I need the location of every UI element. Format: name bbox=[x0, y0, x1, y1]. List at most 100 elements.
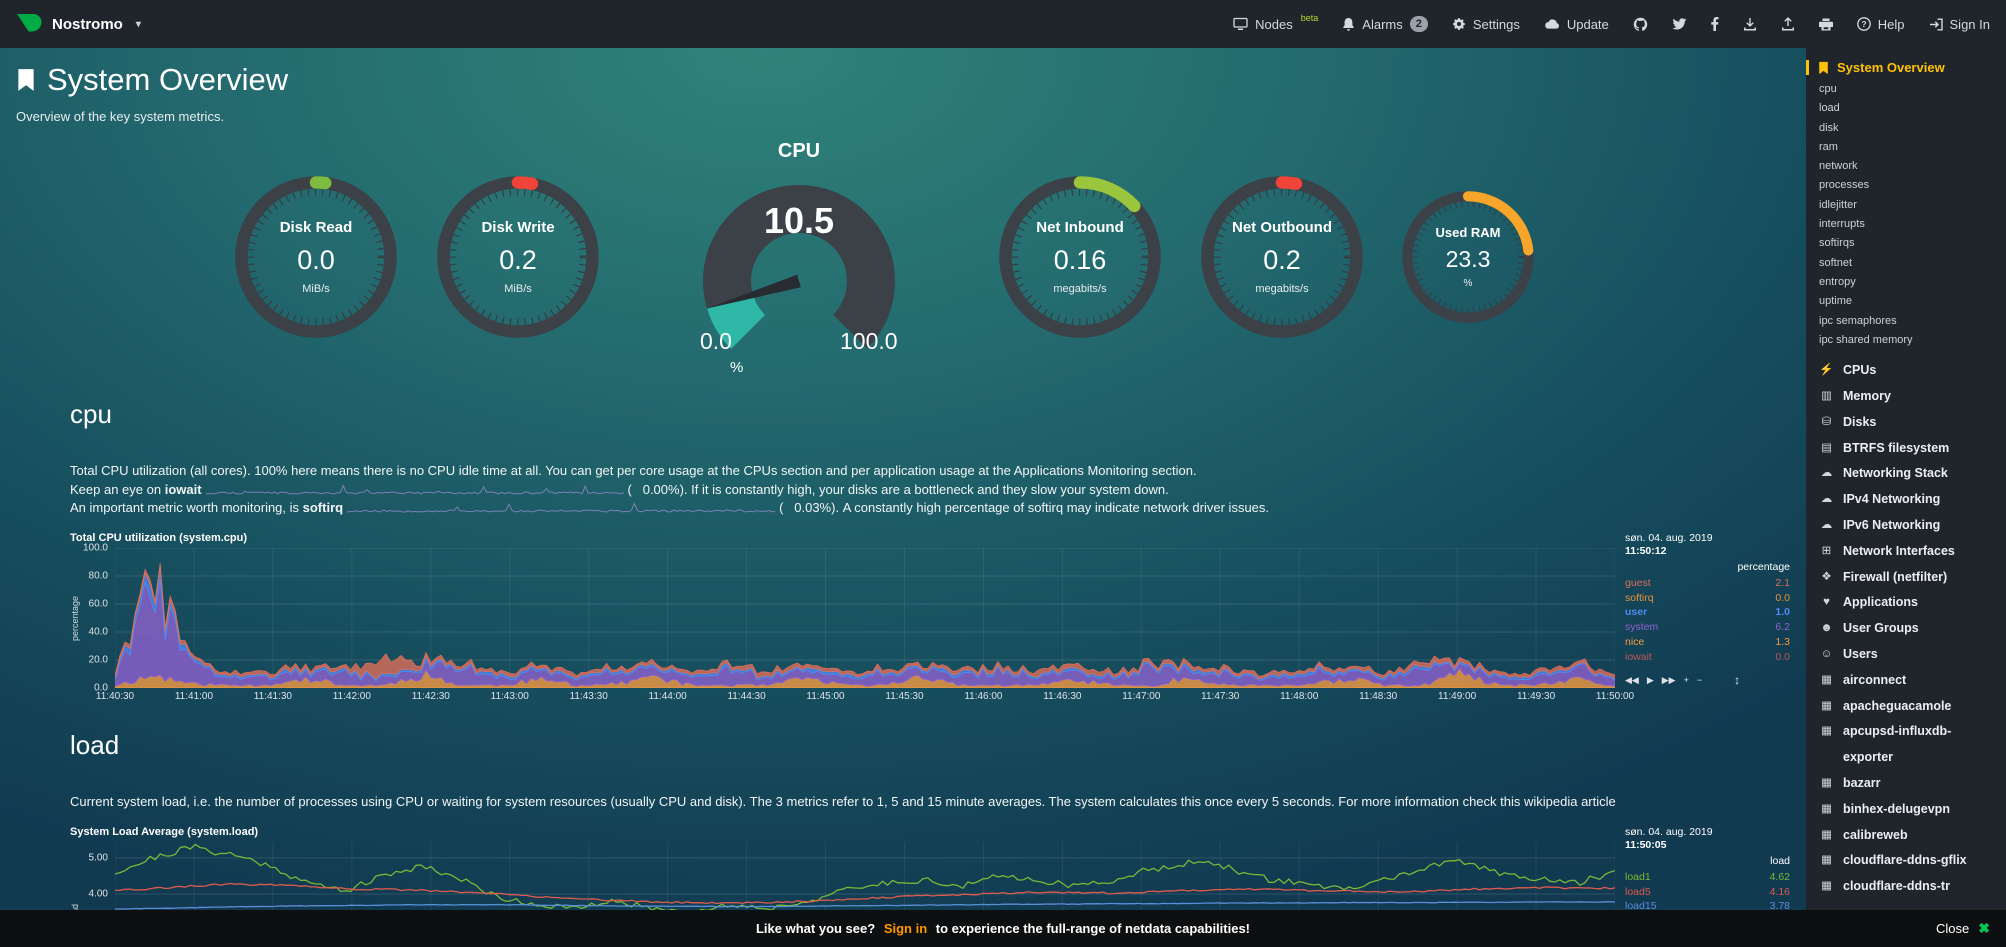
cpu-plot-area[interactable] bbox=[114, 547, 1616, 689]
legend-time: 11:50:05 bbox=[1625, 839, 1667, 851]
legend-row[interactable]: load1 4.62 bbox=[1625, 871, 1790, 883]
sidebar-subitem[interactable]: cpu bbox=[1819, 83, 1837, 95]
sidebar-subitem[interactable]: softnet bbox=[1819, 256, 1853, 269]
legend-row[interactable]: system 6.2 bbox=[1625, 621, 1790, 634]
legend-row[interactable]: nice 1.3 bbox=[1625, 635, 1790, 648]
sidebar-subitem[interactable]: load bbox=[1819, 102, 1840, 115]
facebook-button[interactable] bbox=[1711, 17, 1719, 31]
sidebar-item[interactable]: ▦ apcupsd-influxdb-exporter bbox=[1819, 719, 1998, 771]
sidebar-item[interactable]: ▤ BTRFS filesystem bbox=[1819, 436, 1998, 462]
signin-button[interactable]: Sign In bbox=[1929, 17, 1990, 32]
sidebar-item[interactable]: ☺ Users bbox=[1819, 642, 1998, 668]
settings-button[interactable]: Settings bbox=[1452, 17, 1520, 32]
sidebar-subitem[interactable]: idlejitter bbox=[1819, 198, 1857, 211]
easy-gauge[interactable]: Disk Write 0.2 MiB/s bbox=[432, 171, 604, 343]
load-description: Current system load, i.e. the number of … bbox=[70, 794, 1616, 809]
legend-row[interactable]: load15 3.78 bbox=[1625, 900, 1790, 910]
sidebar-item[interactable]: ▦ cloudflare-ddns-gflix bbox=[1819, 848, 1998, 874]
load-plot-area[interactable] bbox=[114, 842, 1616, 910]
upload-icon bbox=[1781, 17, 1794, 31]
sidebar-item[interactable]: ☁ IPv4 Networking bbox=[1819, 487, 1998, 513]
sidebar-item[interactable]: ⛁ Disks bbox=[1819, 410, 1998, 436]
cpu-gauge-min: 0.0 bbox=[700, 328, 732, 354]
gauge-ring bbox=[1402, 190, 1534, 323]
cpus-bolt-icon: ⚡ bbox=[1819, 364, 1834, 377]
agent-menu[interactable]: Nostromo ▾ bbox=[16, 12, 141, 36]
import-button[interactable] bbox=[1743, 17, 1757, 31]
easy-gauge[interactable]: Net Inbound 0.16 megabits/s bbox=[994, 171, 1166, 343]
section-load: load Current system load, i.e. the numbe… bbox=[70, 730, 1806, 910]
sidebar-item[interactable]: ⊞ Network Interfaces bbox=[1819, 539, 1998, 565]
resize-handle[interactable]: ↕ bbox=[1734, 673, 1741, 688]
sidebar-subitem[interactable]: softirqs bbox=[1819, 237, 1855, 250]
cpu-gauge-unit: % bbox=[730, 359, 744, 376]
grid-icon: ▦ bbox=[1821, 699, 1832, 712]
pan-right-button[interactable]: ▶▶ bbox=[1661, 674, 1676, 685]
cpu-description-1: Total CPU utilization (all cores). 100% … bbox=[70, 463, 1197, 478]
legend-time: 11:50:12 bbox=[1625, 545, 1667, 557]
pan-left-button[interactable]: ◀◀ bbox=[1625, 674, 1639, 685]
download-icon bbox=[1743, 18, 1756, 31]
legend-row[interactable]: softirq 0.0 bbox=[1625, 591, 1790, 604]
legend-row[interactable]: user 1.0 bbox=[1625, 606, 1790, 619]
sidebar-item[interactable]: ☻ User Groups bbox=[1819, 616, 1998, 642]
sidebar-subitem[interactable]: disk bbox=[1819, 121, 1839, 134]
legend-row[interactable]: iowait 0.0 bbox=[1625, 650, 1790, 663]
sidebar-item[interactable]: ❖ Firewall (netfilter) bbox=[1819, 565, 1998, 591]
bell-icon bbox=[1343, 18, 1354, 31]
cpu-gauge-dial bbox=[703, 184, 895, 373]
easy-gauge[interactable]: Disk Read 0.0 MiB/s bbox=[230, 171, 402, 343]
user-groups-icon: ☻ bbox=[1820, 622, 1833, 635]
sidebar-subitem[interactable]: ram bbox=[1819, 140, 1838, 153]
folder-icon: ▤ bbox=[1821, 441, 1832, 454]
gauge-title: Disk Read bbox=[279, 218, 353, 236]
sidebar-item[interactable]: ☁ IPv6 Networking bbox=[1819, 513, 1998, 539]
sidebar-subitem[interactable]: processes bbox=[1819, 179, 1870, 192]
twitter-button[interactable] bbox=[1672, 17, 1687, 31]
signin-link[interactable]: Sign in bbox=[883, 921, 928, 936]
sidebar-item[interactable]: ⚡ CPUs bbox=[1819, 358, 1998, 384]
legend-row[interactable]: load5 4.16 bbox=[1625, 885, 1790, 898]
close-icon[interactable]: ✖ bbox=[1978, 920, 1990, 936]
sidebar-item[interactable]: ♥ Applications bbox=[1819, 590, 1998, 616]
print-button[interactable] bbox=[1818, 18, 1833, 31]
legend-row[interactable]: guest 2.1 bbox=[1625, 577, 1790, 589]
github-button[interactable] bbox=[1633, 17, 1648, 32]
grid-icon: ▦ bbox=[1821, 880, 1832, 893]
sidebar-item[interactable]: ▦ cloudflare-ddns-tr bbox=[1819, 874, 1998, 900]
help-button[interactable]: ? Help bbox=[1856, 17, 1905, 32]
zoom-in-button[interactable]: + bbox=[1683, 675, 1689, 686]
gauge-ring bbox=[437, 175, 599, 338]
sidebar-subitem[interactable]: ipc semaphores bbox=[1819, 314, 1897, 327]
easy-gauge[interactable]: Used RAM 23.3 % bbox=[1398, 187, 1538, 327]
export-button[interactable] bbox=[1781, 17, 1795, 31]
gauge-unit: megabits/s bbox=[1053, 282, 1107, 295]
sidebar-item[interactable]: ▦ bazarr bbox=[1819, 771, 1998, 797]
sidebar-subitem[interactable]: uptime bbox=[1819, 295, 1853, 308]
sidebar-subitem[interactable]: network bbox=[1819, 160, 1858, 173]
alarms-button[interactable]: Alarms 2 bbox=[1342, 16, 1428, 32]
chart-legend: søn. 04. aug. 2019 11:50:12 percentage g… bbox=[1625, 532, 1790, 687]
zoom-out-button[interactable]: − bbox=[1696, 675, 1703, 686]
play-button[interactable]: ▶ bbox=[1646, 674, 1654, 685]
sidebar-item[interactable]: ▥ Memory bbox=[1819, 384, 1998, 410]
dashboard-main: System Overview Overview of the key syst… bbox=[0, 48, 1806, 910]
sidebar-item[interactable]: ▦ binhex-delugevpn bbox=[1819, 797, 1998, 823]
softirq-sparkline-chart[interactable] bbox=[347, 501, 776, 514]
sidebar-subitem[interactable]: interrupts bbox=[1819, 218, 1865, 231]
sidebar-subitem[interactable]: ipc shared memory bbox=[1819, 333, 1913, 346]
sidebar-item[interactable]: ▦ calibreweb bbox=[1819, 823, 1998, 849]
sidebar-item-system-overview[interactable]: System Overview bbox=[1806, 60, 1998, 75]
iowait-sparkline-chart[interactable] bbox=[205, 483, 624, 496]
gauge-value: 0.0 bbox=[297, 244, 335, 275]
alarms-count-badge: 2 bbox=[1409, 16, 1428, 32]
easy-gauge[interactable]: Net Outbound 0.2 megabits/s bbox=[1196, 171, 1368, 343]
sidebar-item[interactable]: ☁ Networking Stack bbox=[1819, 461, 1998, 487]
gauge-title: Disk Write bbox=[481, 218, 555, 236]
sidebar-item[interactable]: ▦ apacheguacamole bbox=[1819, 694, 1998, 720]
sidebar-item[interactable]: ▦ airconnect bbox=[1819, 668, 1998, 694]
sidebar-subitem[interactable]: entropy bbox=[1819, 275, 1856, 288]
update-button[interactable]: Update bbox=[1544, 17, 1609, 32]
cpu-gauge-chart[interactable]: CPU 10.5 0.0 100.0 % bbox=[634, 138, 964, 376]
nodes-button[interactable]: Nodes beta bbox=[1233, 13, 1318, 32]
